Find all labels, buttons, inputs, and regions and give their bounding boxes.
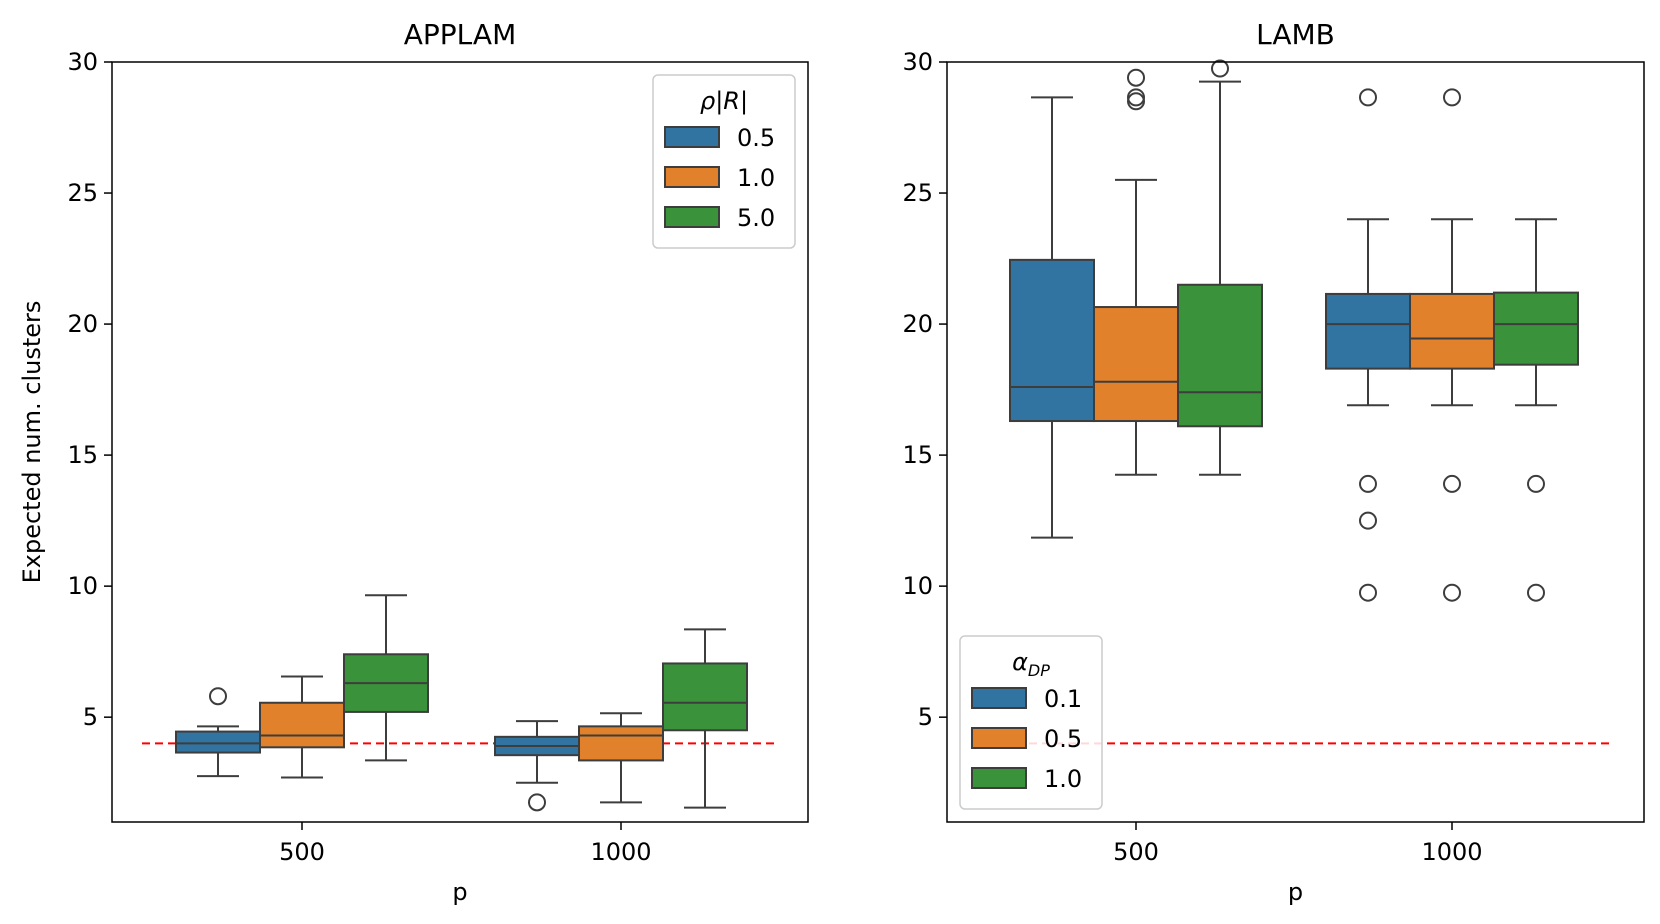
box-series-1.0-p-500 [1177,59,1263,476]
outlier-point [1359,474,1377,493]
x-axis-label: p [1288,878,1303,906]
outlier-point [1443,88,1461,107]
box-series-5.0-p-500 [343,594,429,762]
outlier-point [1527,583,1545,602]
legend-label: 5.0 [737,204,775,232]
y-tick-label: 25 [67,179,98,207]
axes-frame [111,61,809,823]
box-iqr [1093,306,1179,423]
box-iqr [662,662,748,732]
legend-label: 0.5 [1044,725,1082,753]
panel-lamb: LAMB 5 10 15 20 25 30 500 1000 p αDP 0.1 0.5 1.0 [902,18,1645,906]
chart-title: APPLAM [404,18,516,51]
legend-swatch [664,126,720,148]
outlier-point [1127,92,1145,111]
outlier-point [528,793,546,812]
box-series-1.0-p-1000 [1493,218,1579,602]
legend-label: 0.5 [737,124,775,152]
outlier-point [1359,583,1377,602]
legend-title: ρ|R| [700,87,748,115]
x-tick-label: 500 [279,838,325,866]
y-axis-label: Expected num. clusters [18,301,46,584]
box-series-1.0-p-1000 [578,712,664,804]
box-series-0.5-p-1000 [494,720,580,812]
outlier-point [1443,474,1461,493]
x-axis-label: p [452,878,467,906]
box-series-0.1-p-500 [1009,96,1095,539]
x-tick-label: 500 [1113,838,1159,866]
y-tick-label: 5 [918,703,933,731]
legend-swatch [664,206,720,228]
box-series-0.5-p-500 [1093,68,1179,476]
legend: αDP 0.1 0.5 1.0 [959,635,1103,810]
outlier-point [1211,59,1229,78]
y-tick-label: 20 [67,310,98,338]
box-iqr [1325,292,1411,370]
outlier-point [1127,68,1145,87]
outlier-point [1527,474,1545,493]
y-tick-label: 10 [67,572,98,600]
outlier-point [209,687,227,706]
panel-applam: APPLAM 5 10 15 20 25 30 500 1000 p ρ|R| 0.5 1.0 5.0 [67,18,809,906]
legend-frame [959,635,1103,810]
box-iqr [1009,258,1095,423]
axes-frame [946,61,1645,823]
legend-title: αDP [1012,648,1050,680]
legend-swatch [971,727,1027,749]
legend-swatch [971,687,1027,709]
legend-label: 1.0 [1044,765,1082,793]
box-iqr [259,701,345,749]
outlier-point [1443,583,1461,602]
box-series-1.0-p-500 [259,675,345,779]
box-iqr [175,730,261,754]
x-tick-label: 1000 [1421,838,1482,866]
box-iqr [1409,292,1495,370]
legend-swatch [971,767,1027,789]
legend-label: 0.1 [1044,685,1082,713]
y-tick-label: 15 [902,441,933,469]
box-series-5.0-p-1000 [662,628,748,809]
chart-title: LAMB [1256,18,1335,51]
outlier-point [1359,511,1377,530]
box-series-0.1-p-1000 [1325,88,1411,602]
legend: ρ|R| 0.5 1.0 5.0 [652,74,796,249]
y-tick-label: 15 [67,441,98,469]
y-tick-label: 10 [902,572,933,600]
y-tick-label: 20 [902,310,933,338]
y-tick-label: 30 [902,48,933,76]
y-tick-label: 5 [83,703,98,731]
y-tick-label: 30 [67,48,98,76]
box-iqr [1177,283,1263,428]
x-tick-label: 1000 [590,838,651,866]
y-tick-label: 25 [902,179,933,207]
box-iqr [1493,291,1579,366]
box-series-0.5-p-1000 [1409,88,1495,602]
legend-swatch [664,166,720,188]
box-iqr [578,725,664,762]
legend-label: 1.0 [737,164,775,192]
outlier-point [1359,88,1377,107]
legend-frame [652,74,796,249]
